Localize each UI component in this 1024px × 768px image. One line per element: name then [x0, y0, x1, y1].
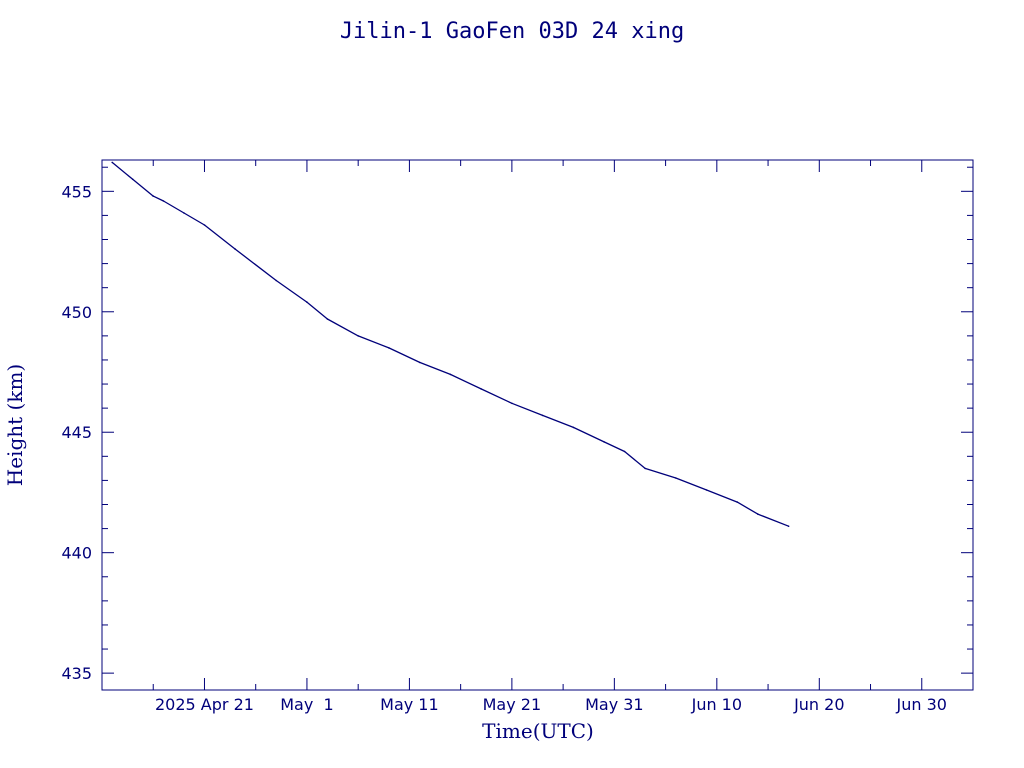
data-point [757, 513, 759, 515]
data-point [183, 212, 185, 214]
data-point [275, 279, 278, 282]
x-axis-label: Time(UTC) [482, 719, 594, 743]
data-point [326, 318, 329, 320]
data-point [480, 388, 482, 390]
x-tick-label: May 1 [280, 695, 333, 714]
x-tick-label: Jun 30 [896, 695, 947, 714]
series-line-0 [111, 161, 789, 527]
y-tick-label: 450 [61, 303, 92, 322]
data-point [736, 501, 739, 503]
y-axis: 435 440 445 450 455 [61, 166, 973, 683]
data-point [541, 414, 544, 417]
data-point [203, 224, 206, 226]
data-point [111, 161, 113, 164]
data-point [418, 361, 421, 364]
data-point [131, 178, 134, 181]
data-point [511, 402, 513, 405]
data-point [306, 301, 308, 303]
data-point [787, 525, 790, 527]
data-point [357, 335, 360, 337]
data-point [449, 373, 452, 376]
series-layer [111, 161, 790, 527]
data-point [162, 200, 165, 202]
data-point [705, 489, 708, 491]
chart-title: Jilin-1 GaoFen 03D 24 xing [340, 19, 684, 44]
data-point [152, 195, 154, 197]
x-tick-label: Jun 20 [793, 695, 844, 714]
x-axis: 2025 Apr 21 May 1 May 11 May 21 May 31 Jun 10… [101, 160, 974, 714]
x-tick-label: May 31 [585, 695, 644, 714]
y-tick-label: 455 [61, 182, 92, 201]
data-point [234, 248, 236, 250]
data-point [603, 441, 605, 443]
y-tick-label: 445 [61, 423, 92, 442]
data-point [388, 347, 390, 349]
y-axis-label: Height (km) [3, 364, 27, 486]
y-tick-label: 440 [61, 544, 92, 563]
plot-frame [101, 159, 974, 691]
data-point [675, 477, 677, 479]
x-tick-label: Jun 10 [691, 695, 742, 714]
data-point [572, 426, 575, 429]
x-tick-label: 2025 Apr 21 [155, 695, 254, 714]
data-point [623, 450, 626, 453]
y-tick-label: 435 [61, 664, 92, 683]
x-tick-label: May 21 [483, 695, 542, 714]
data-point [644, 467, 646, 470]
x-tick-label: May 11 [380, 695, 439, 714]
